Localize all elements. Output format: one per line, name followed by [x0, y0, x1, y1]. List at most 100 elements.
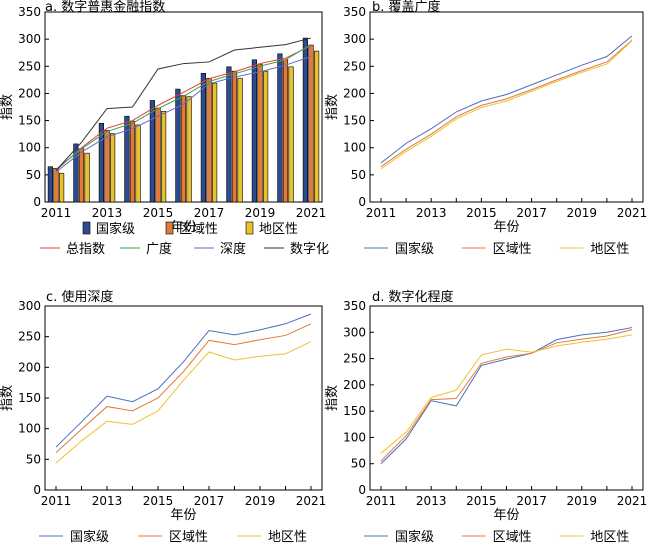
line-数字化: [55, 37, 312, 171]
y-tick-label: 300: [343, 325, 366, 339]
x-tick-label: 2017: [194, 206, 225, 220]
bar-区域性: [78, 148, 85, 203]
legend-swatch-地区性: [245, 221, 254, 235]
bar-区域性: [257, 63, 263, 203]
legend-label: 地区性: [268, 530, 307, 545]
y-tick-label: 150: [343, 404, 366, 418]
y-tick-label: 300: [18, 299, 41, 313]
chart-panel-2: 0 50 100 150 200 250 300 350 2011 2013 2015 2017 201…: [325, 0, 647, 257]
bar-地区性: [110, 133, 116, 203]
y-tick-label: 200: [18, 86, 41, 100]
y-tick-label: 0: [358, 483, 366, 497]
x-tick-label: 2011: [366, 494, 397, 508]
y-tick-label: 250: [18, 330, 41, 344]
x-tick-label: 2013: [416, 206, 447, 220]
x-axis-label: 年份: [170, 220, 196, 235]
bar-区域性: [282, 59, 289, 203]
legend-label: 地区性: [590, 530, 629, 545]
line-国家级: [380, 35, 633, 164]
bar-区域性: [155, 107, 161, 203]
chart-panel-1: 0 50 100 150 200 250 300 350 2011 2013 2015 2017 201…: [0, 0, 329, 257]
x-tick-label: 2015: [143, 206, 174, 220]
x-tick-label: 2021: [617, 206, 648, 220]
bar-国家级: [200, 73, 207, 203]
y-tick-label: 50: [351, 457, 366, 471]
line-区域性: [380, 329, 633, 462]
chart-title: d. 数字化程度: [372, 289, 454, 305]
bar-国家级: [302, 37, 309, 203]
bar-国家级: [175, 88, 181, 203]
x-tick-label: 2011: [41, 494, 72, 508]
y-tick-label: 0: [33, 195, 41, 209]
y-axis-label: 指数: [325, 94, 340, 120]
bar-国家级: [226, 66, 232, 203]
x-tick-label: 2021: [617, 494, 648, 508]
line-广度: [55, 44, 312, 170]
x-tick-label: 2019: [567, 494, 598, 508]
bar-区域性: [104, 130, 110, 203]
y-tick-label: 250: [343, 352, 366, 366]
bar-地区性: [161, 111, 167, 203]
line-地区性: [380, 334, 633, 454]
y-axis-label: 指数: [0, 385, 15, 411]
y-tick-label: 350: [18, 5, 41, 19]
bar-国家级: [98, 122, 104, 203]
bar-国家级: [251, 59, 258, 203]
legend-label: 国家级: [395, 529, 434, 545]
line-深度: [55, 56, 312, 173]
y-tick-label: 150: [343, 114, 366, 128]
y-tick-label: 50: [26, 168, 41, 182]
x-tick-label: 2011: [41, 206, 72, 220]
y-tick-label: 150: [18, 391, 41, 405]
legend-label: 国家级: [96, 221, 135, 237]
x-tick-label: 2015: [143, 494, 174, 508]
legend-swatch-区域性: [165, 221, 174, 235]
legend-label: 地区性: [259, 222, 298, 237]
x-tick-label: 2017: [516, 206, 547, 220]
x-tick-label: 2013: [92, 494, 123, 508]
legend-swatch-国家级: [82, 221, 91, 235]
y-axis-label: 指数: [325, 385, 340, 411]
legend-label: 总指数: [66, 242, 105, 257]
y-tick-label: 0: [358, 195, 366, 209]
bar-区域性: [180, 95, 187, 203]
bar-地区性: [262, 70, 269, 203]
bar-地区性: [186, 96, 192, 203]
line-区域性: [380, 39, 633, 168]
bar-地区性: [237, 77, 243, 203]
legend-label: 数字化: [290, 242, 329, 257]
y-tick-label: 350: [343, 299, 366, 313]
legend: 国家级 区域性 地区性: [364, 529, 629, 545]
x-tick-label: 2021: [296, 206, 327, 220]
y-tick-label: 50: [26, 452, 41, 466]
y-tick-label: 150: [18, 114, 41, 128]
y-tick-label: 350: [343, 5, 366, 19]
bar-区域性: [129, 120, 136, 203]
bar-国家级: [73, 143, 79, 203]
legend-label: 区域性: [493, 530, 532, 545]
y-tick-label: 200: [18, 360, 41, 374]
y-tick-label: 200: [343, 86, 366, 100]
line-国家级: [380, 327, 633, 465]
bar-区域性: [206, 77, 212, 203]
x-tick-label: 2015: [466, 494, 497, 508]
x-tick-label: 2013: [416, 494, 447, 508]
y-tick-label: 100: [18, 141, 41, 155]
legend: 国家级 区域性 地区性: [364, 241, 629, 257]
legend-label: 国家级: [395, 241, 434, 257]
y-tick-label: 300: [18, 32, 41, 46]
y-tick-label: 0: [33, 483, 41, 497]
bar-国家级: [149, 100, 156, 203]
y-tick-label: 100: [18, 422, 41, 436]
line-国家级: [55, 313, 312, 448]
chart-panel-3: 0 50 100 150 200 250 300 2011 2013 2015 2017 2019 20…: [0, 289, 326, 545]
x-tick-label: 2019: [245, 494, 276, 508]
y-axis-label: 指数: [0, 94, 15, 120]
chart-title: b. 覆盖广度: [372, 0, 441, 15]
bar-地区性: [135, 124, 141, 203]
y-tick-label: 250: [343, 59, 366, 73]
line-总指数: [55, 45, 312, 171]
